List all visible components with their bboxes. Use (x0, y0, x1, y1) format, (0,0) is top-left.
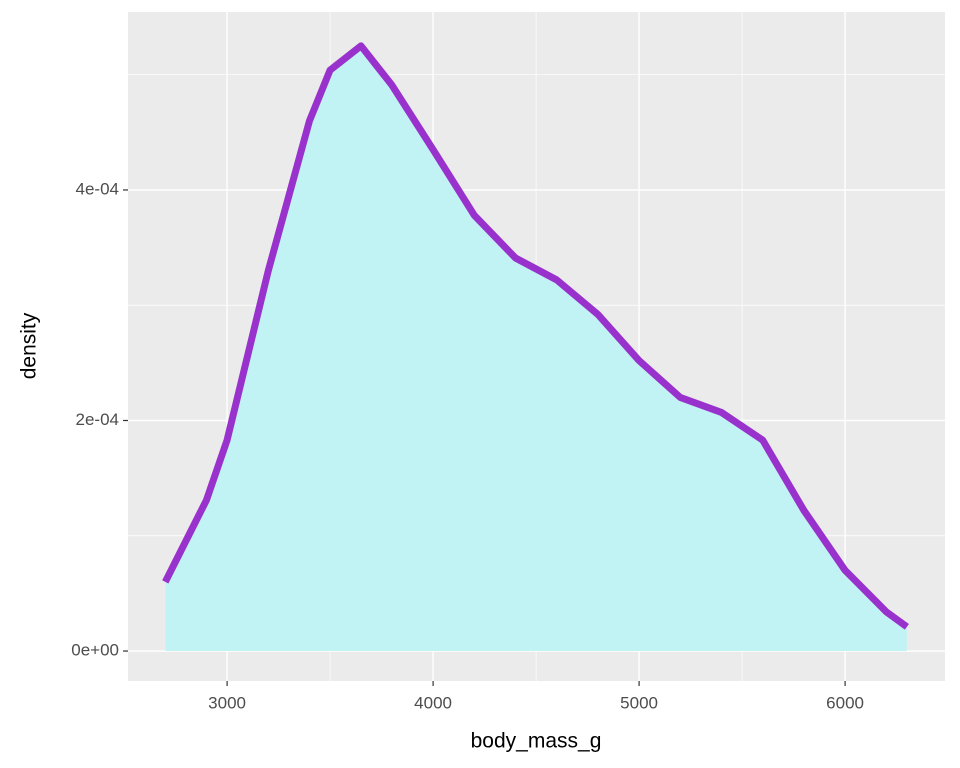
x-tick-label: 3000 (208, 693, 246, 712)
y-tick-label: 2e-04 (76, 410, 119, 429)
density-line (162, 42, 909, 630)
y-tick-label: 0e+00 (71, 641, 119, 660)
x-axis-title: body_mass_g (471, 730, 602, 753)
x-tick-label: 5000 (620, 693, 658, 712)
x-tick-label: 4000 (414, 693, 452, 712)
density-area (165, 45, 907, 652)
y-tick-label: 4e-04 (76, 179, 119, 198)
y-axis-title: density (18, 312, 41, 379)
x-tick-label: 6000 (826, 693, 864, 712)
